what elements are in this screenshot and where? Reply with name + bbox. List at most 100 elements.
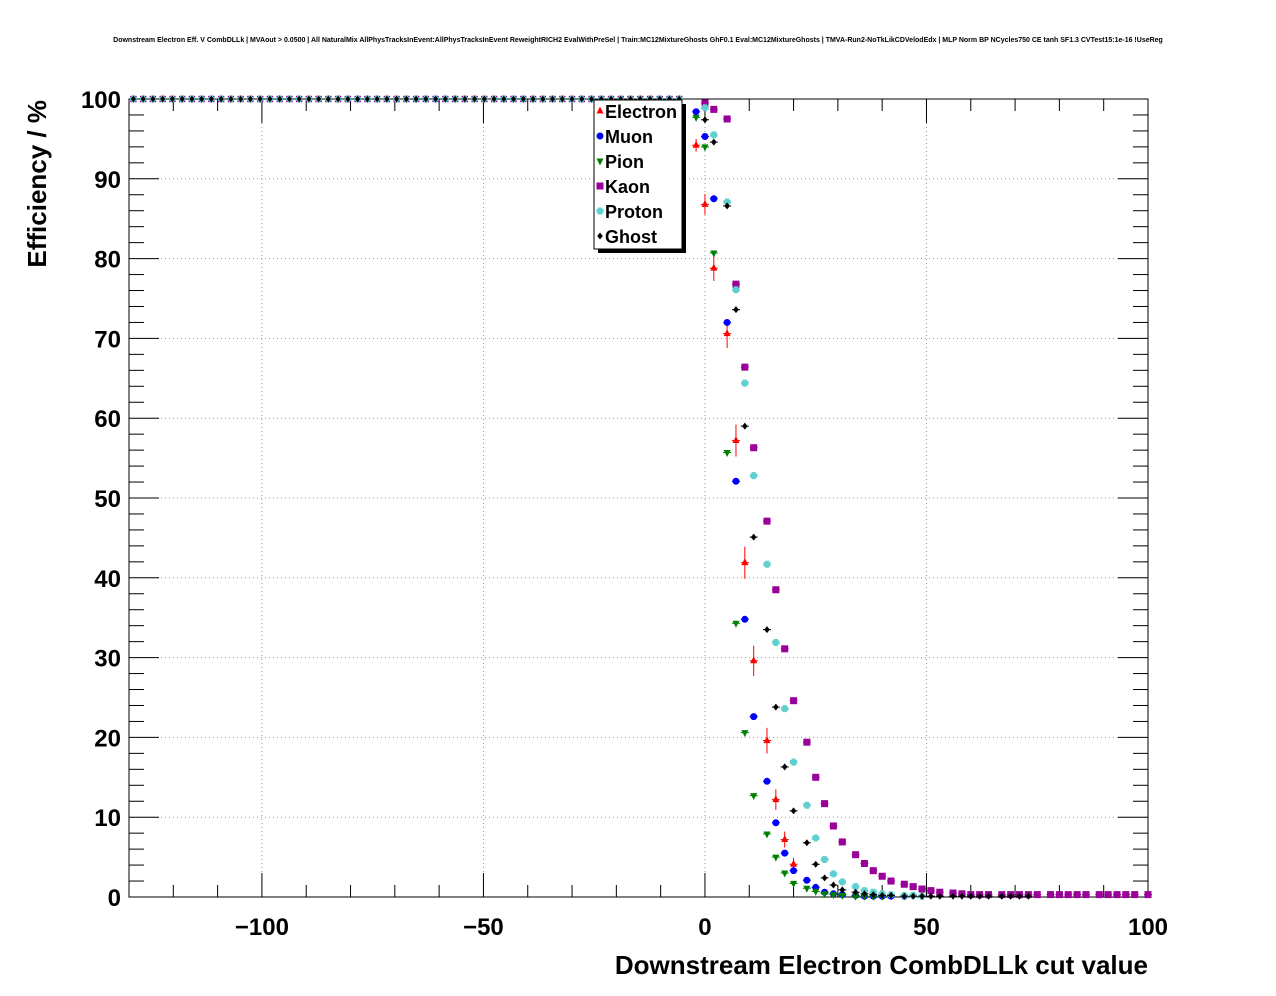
- electron-point: [710, 263, 718, 271]
- x-tick-label: 50: [913, 914, 940, 941]
- ghost-point: [821, 874, 828, 882]
- kaon-point: [1073, 891, 1081, 899]
- axis-ticks: [128, 98, 1149, 898]
- ghost-point: [1016, 892, 1023, 900]
- pion-point: [763, 831, 771, 839]
- ghost-plateau-point: [306, 95, 312, 103]
- ghost-plateau-point: [481, 95, 487, 103]
- muon-point: [741, 615, 749, 623]
- kaon-point: [860, 859, 868, 867]
- ghost-plateau-point: [442, 95, 448, 103]
- ghost-plateau-point: [666, 95, 673, 103]
- muon-point: [723, 318, 731, 326]
- electron-point: [763, 736, 771, 744]
- ghost-point: [950, 892, 956, 900]
- kaon-point: [936, 888, 944, 896]
- ghost-point: [804, 839, 810, 847]
- pion-point: [790, 880, 798, 888]
- y-tick-label: 100: [81, 87, 121, 114]
- ghost-plateau-point: [403, 95, 409, 103]
- electron-point: [701, 199, 709, 207]
- kaon-point: [900, 880, 908, 888]
- ghost-plateau-point: [374, 95, 380, 103]
- kaon-point: [732, 280, 740, 288]
- ghost-plateau-point: [559, 95, 565, 103]
- ghost-plateau-point: [267, 95, 273, 103]
- pion-point: [803, 885, 811, 893]
- legend-marker-ghost: [597, 232, 603, 240]
- ghost-point: [976, 892, 983, 900]
- ghost-plateau-point: [452, 95, 458, 103]
- y-tick-label: 80: [94, 247, 121, 274]
- ghost-point: [711, 138, 717, 146]
- kaon-point: [821, 800, 829, 808]
- proton-point: [701, 104, 709, 112]
- pion-point: [692, 114, 700, 122]
- ghost-point: [919, 892, 925, 900]
- ghost-point: [702, 116, 708, 124]
- ghost-point: [936, 892, 943, 900]
- legend-marker-muon: [596, 132, 604, 140]
- proton-point: [763, 560, 771, 568]
- legend-entries: Electron Muon Pion Kaon Proton Ghost: [596, 102, 677, 247]
- proton-point: [750, 472, 758, 480]
- ghost-point: [879, 891, 885, 899]
- ghost-plateau-point: [286, 95, 292, 103]
- ghost-plateau-point: [199, 95, 205, 103]
- pion-point: [838, 892, 846, 900]
- kaon-point: [869, 867, 877, 875]
- ghost-plateau-point: [189, 95, 195, 103]
- ghost-plateau-point: [325, 95, 331, 103]
- ghost-plateau-point: [160, 95, 166, 103]
- ghost-point: [985, 892, 992, 900]
- kaon-point: [829, 822, 837, 830]
- muon-point: [803, 876, 811, 884]
- kaon-point: [1055, 891, 1063, 899]
- y-tick-label: 60: [94, 406, 121, 433]
- kaon-point: [790, 697, 798, 705]
- ghost-plateau-point: [676, 95, 682, 103]
- ghost-plateau-point: [130, 95, 136, 103]
- ghost-plateau-point: [549, 95, 556, 103]
- ghost-point: [959, 892, 965, 900]
- ghost-plateau-point: [364, 95, 370, 103]
- kaon-point: [918, 885, 926, 893]
- x-tick-label: 100: [1128, 914, 1168, 941]
- kaon-point: [723, 115, 731, 123]
- y-tick-label: 10: [94, 805, 121, 832]
- kaon-point: [812, 773, 820, 781]
- proton-point: [723, 198, 731, 206]
- ghost-plateau-point: [579, 95, 585, 103]
- proton-point: [710, 131, 718, 139]
- ghost-plateau-point: [520, 95, 526, 103]
- kaon-point: [772, 586, 780, 594]
- pion-point: [741, 730, 749, 738]
- pion-point: [772, 854, 780, 862]
- ghost-plateau-point: [355, 95, 361, 103]
- legend: Electron Muon Pion Kaon Proton Ghost: [593, 99, 686, 253]
- proton-point: [829, 870, 837, 878]
- proton-point: [852, 883, 860, 891]
- ghost-plateau-point: [657, 95, 663, 103]
- ghost-point: [742, 422, 748, 430]
- legend-label-ghost: Ghost: [605, 227, 657, 247]
- muon-point: [772, 819, 780, 827]
- ghost-plateau-point: [588, 95, 595, 103]
- electron-point: [750, 656, 758, 664]
- kaon-point: [909, 883, 917, 891]
- muon-point: [781, 849, 789, 857]
- kaon-point: [1095, 891, 1103, 899]
- legend-label-kaon: Kaon: [605, 177, 650, 197]
- ghost-plateau-point: [218, 95, 224, 103]
- kaon-point: [878, 872, 886, 880]
- kaon-point: [927, 887, 935, 895]
- proton-point: [803, 801, 811, 809]
- ghost-plateau-point: [277, 95, 283, 103]
- kaon-point: [1064, 891, 1072, 899]
- ghost-plateau-point: [228, 95, 234, 103]
- legend-label-electron: Electron: [605, 102, 677, 122]
- ghost-plateau-point: [296, 95, 302, 103]
- kaon-point: [710, 105, 718, 113]
- proton-point: [741, 379, 749, 387]
